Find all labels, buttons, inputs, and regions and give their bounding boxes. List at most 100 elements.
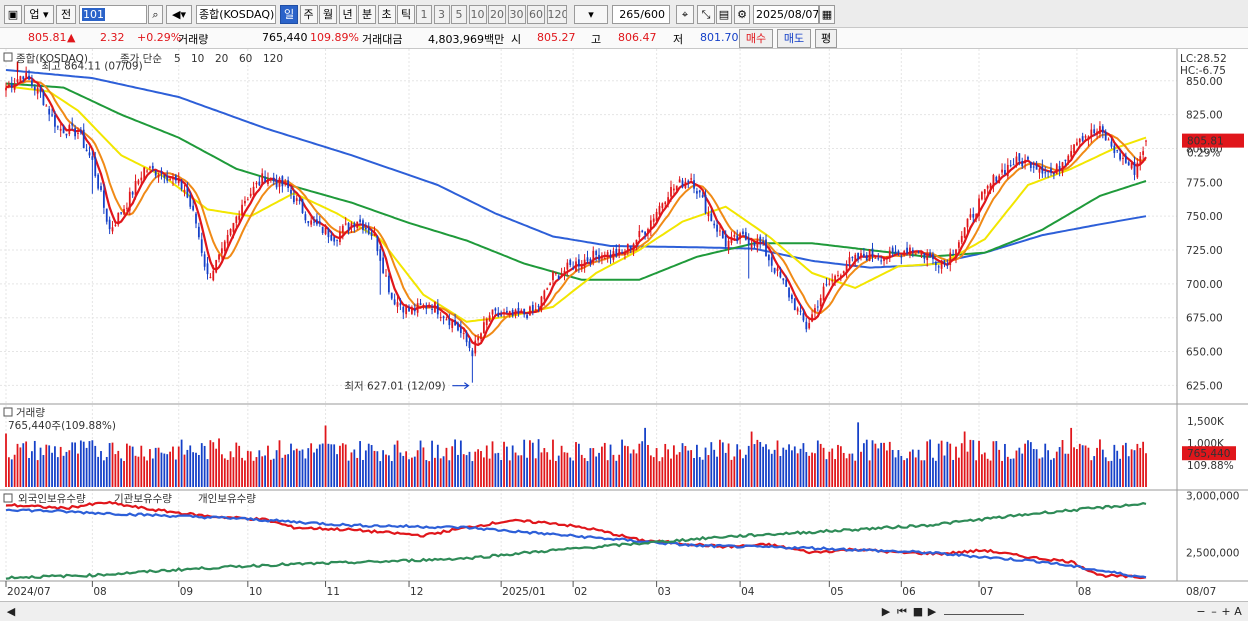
period-tab[interactable]: 틱 xyxy=(397,5,415,24)
candle-body xyxy=(97,174,100,189)
candle-body xyxy=(1058,166,1061,171)
slider-track[interactable] xyxy=(944,605,1024,615)
interval-tab[interactable]: 60 xyxy=(527,5,545,24)
code-input[interactable]: 101 xyxy=(79,5,147,24)
count-total: /600 xyxy=(640,8,665,21)
gear-icon[interactable]: ⚙ xyxy=(734,5,750,24)
period-tab[interactable]: 년 xyxy=(338,5,357,24)
volume-bar xyxy=(862,443,865,487)
scroll-right-icon[interactable]: ▶ xyxy=(881,605,891,618)
volume-bar xyxy=(963,431,966,487)
volume-bar xyxy=(793,446,796,487)
candle-body xyxy=(379,249,382,261)
candle-body xyxy=(19,76,22,82)
font-icon[interactable]: A xyxy=(1234,605,1242,618)
candle-body xyxy=(16,79,19,83)
candle-body xyxy=(362,220,364,231)
volume-bar xyxy=(704,447,707,487)
volume-bar xyxy=(278,440,281,487)
market-select[interactable]: 업 ▾ xyxy=(24,5,54,24)
stock-chart[interactable]: 최고 864.11 (07/09) 최저 627.01 (12/09) 850.0… xyxy=(0,49,1248,601)
search-icon[interactable]: ⌕ xyxy=(148,5,163,24)
stop-icon[interactable]: ■ xyxy=(912,605,924,618)
date-field[interactable]: 2025/08/07 xyxy=(753,5,819,24)
period-tab[interactable]: 초 xyxy=(377,5,396,24)
volume-bar xyxy=(1113,444,1116,487)
candle-body xyxy=(1006,164,1009,177)
volume-bar xyxy=(82,441,85,487)
candle-body xyxy=(750,244,753,248)
zoom-out-icon[interactable]: − xyxy=(1196,605,1206,618)
zoom-in-icon[interactable]: + xyxy=(1221,605,1231,618)
candle-body xyxy=(1124,155,1127,163)
volume-bar xyxy=(1107,461,1110,487)
volume-bar xyxy=(411,457,413,487)
index-name: 종합(KOSDAQ) xyxy=(196,5,276,24)
candle-body xyxy=(503,313,505,315)
candle-body xyxy=(563,270,566,276)
zoom-line-icon[interactable]: – xyxy=(1211,605,1217,618)
draw-icon[interactable]: ⤡ xyxy=(697,5,715,24)
candle-body xyxy=(1035,165,1038,170)
volume-bar xyxy=(1058,447,1061,487)
candle-body xyxy=(1004,170,1006,175)
count-field[interactable]: 265/600 xyxy=(612,5,670,24)
interval-tab[interactable]: 1 xyxy=(416,5,432,24)
candle-body xyxy=(572,267,575,270)
interval-dropdown[interactable]: ▾ xyxy=(574,5,608,24)
volume-bar xyxy=(434,457,436,487)
scroll-left-icon[interactable]: ◀ xyxy=(6,605,16,618)
volume-bar xyxy=(517,455,520,487)
candle-body xyxy=(454,320,456,326)
candle-body xyxy=(589,258,592,264)
period-tab[interactable]: 주 xyxy=(299,5,318,24)
volume-bar xyxy=(442,456,445,487)
x-tick-label: 08/07 xyxy=(1186,586,1216,598)
volume-bar xyxy=(229,451,232,487)
prev-button[interactable]: 전 xyxy=(56,5,76,24)
volume-bar xyxy=(108,443,111,487)
candle-body xyxy=(955,249,957,258)
volume-bar xyxy=(45,444,48,487)
interval-tab[interactable]: 20 xyxy=(488,5,506,24)
layout-icon[interactable]: ▣ xyxy=(4,5,22,24)
period-tab[interactable]: 분 xyxy=(358,5,376,24)
eval-button[interactable]: 평 xyxy=(815,29,837,48)
volume-bar xyxy=(1067,453,1070,487)
candle-body xyxy=(65,133,68,136)
interval-tab[interactable]: 30 xyxy=(507,5,526,24)
candle-body xyxy=(612,251,615,260)
speaker-icon[interactable]: ◀▾ xyxy=(166,5,192,24)
interval-tab[interactable]: 120 xyxy=(546,5,567,24)
volume-bar xyxy=(837,444,839,487)
calendar-icon[interactable]: ▦ xyxy=(819,5,835,24)
candle-body xyxy=(632,243,635,251)
interval-tab[interactable]: 5 xyxy=(451,5,467,24)
volume-bar xyxy=(531,442,534,487)
crosshair-icon[interactable]: ⌖ xyxy=(676,5,694,24)
scrollbar[interactable]: ◀ ▶ ⏮ ■ ▶ − – + A xyxy=(0,601,1248,621)
save-icon[interactable]: ▤ xyxy=(716,5,732,24)
candle-body xyxy=(1032,166,1035,168)
candle-body xyxy=(1110,141,1113,147)
volume-bar xyxy=(917,449,920,487)
sell-button[interactable]: 매도 xyxy=(777,29,811,48)
candle-body xyxy=(269,177,272,181)
candle-body xyxy=(828,283,831,285)
play-icon[interactable]: ▶ xyxy=(927,605,937,618)
volume-bar xyxy=(324,425,327,487)
volume-bar xyxy=(390,461,393,487)
quote-change-pct: +0.29% xyxy=(137,31,182,44)
period-tab[interactable]: 일 xyxy=(280,5,298,24)
period-tab[interactable]: 월 xyxy=(319,5,337,24)
interval-tab[interactable]: 10 xyxy=(468,5,487,24)
volume-bar xyxy=(94,445,97,487)
rewind-icon[interactable]: ⏮ xyxy=(897,605,907,618)
candle-body xyxy=(399,303,402,306)
candle-body xyxy=(359,219,361,222)
buy-button[interactable]: 매수 xyxy=(739,29,773,48)
volume-bar xyxy=(529,440,531,487)
volume-bar xyxy=(428,461,431,487)
candle-body xyxy=(1012,164,1015,166)
interval-tab[interactable]: 3 xyxy=(433,5,450,24)
